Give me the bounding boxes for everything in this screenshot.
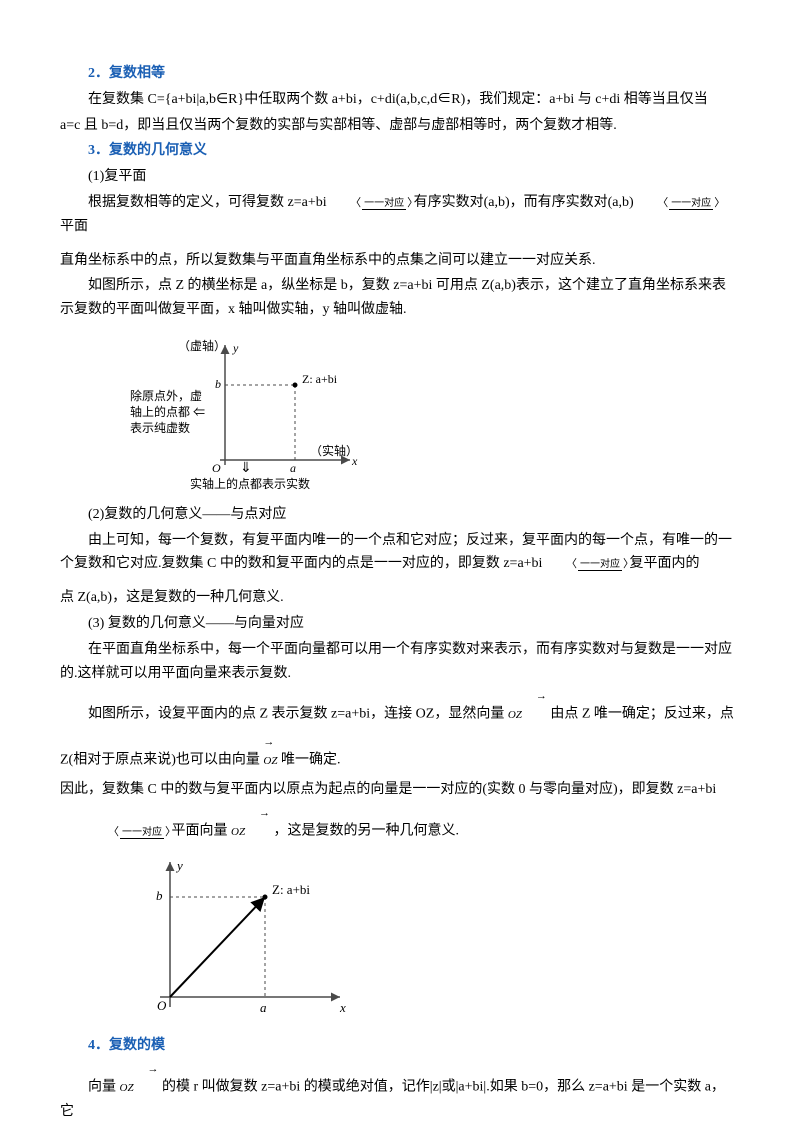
- arrow-text: 一一对应: [578, 559, 622, 571]
- svg-text:b: b: [156, 888, 163, 903]
- svg-text:（实轴）: （实轴）: [310, 443, 358, 458]
- section-3-para-8: (3) 复数的几何意义——与向量对应: [60, 612, 734, 636]
- svg-text:⇓: ⇓: [240, 461, 252, 476]
- vector-svg: y b Z: a+bi O a x: [140, 852, 360, 1022]
- svg-text:表示纯虚数: 表示纯虚数: [130, 420, 190, 435]
- section-2-para-2: a=c 且 b=d，即当且仅当两个复数的实部与实部相等、虚部与虚部相等时，两个复…: [60, 114, 734, 138]
- svg-text:实轴上的点都表示实数: 实轴上的点都表示实数: [190, 476, 310, 490]
- vector-oz: →OZ: [231, 804, 270, 841]
- arrow-text: 一一对应: [120, 827, 164, 839]
- arrow-correspondence: 一一对应: [637, 194, 717, 213]
- svg-text:a: a: [290, 461, 296, 475]
- svg-text:x: x: [351, 454, 358, 468]
- section-3-para-7: 点 Z(a,b)，这是复数的一种几何意义.: [60, 586, 734, 610]
- figure-complex-plane: （虚轴） y b Z: a+bi 除原点外，虚 轴上的点都 ⇐ 表示纯虚数 （实…: [120, 330, 734, 499]
- svg-text:O: O: [157, 998, 167, 1013]
- vector-label: OZ: [231, 826, 245, 838]
- text: 在复数集 C={a+bi|a,b∈R}中任取两个数 a+bi，c+di(a,b,…: [88, 92, 708, 107]
- text: 如图所示，设复平面内的点 Z 表示复数 z=a+bi，连接 OZ，显然向量: [88, 707, 504, 722]
- yaxis-label: （虚轴）: [178, 338, 226, 353]
- text: ，这是复数的另一种几何意义.: [274, 824, 460, 839]
- svg-text:Z: a+bi: Z: a+bi: [272, 882, 310, 897]
- arrow-correspondence: 一一对应: [88, 823, 168, 842]
- svg-text:y: y: [232, 341, 239, 355]
- section-3-title: 3．复数的几何意义: [60, 139, 734, 163]
- svg-text:轴上的点都 ⇐: 轴上的点都 ⇐: [130, 404, 205, 419]
- arrow-correspondence: 一一对应: [330, 194, 410, 213]
- section-4-para-1: 向量 →OZ 的模 r 叫做复数 z=a+bi 的模或绝对值，记作|z|或|a+…: [60, 1060, 734, 1123]
- section-3-para-10: 如图所示，设复平面内的点 Z 表示复数 z=a+bi，连接 OZ，显然向量 →O…: [60, 687, 734, 726]
- section-3-para-11: Z(相对于原点来说)也可以由向量 →OZ 唯一确定.: [60, 733, 734, 772]
- arrow-text: 一一对应: [669, 198, 713, 210]
- figure-vector: y b Z: a+bi O a x: [140, 852, 734, 1031]
- text: 根据复数相等的定义，可得复数 z=a+bi: [88, 195, 327, 210]
- section-3-para-12: 因此，复数集 C 中的数与复平面内以原点为起点的向量是一一对应的(实数 0 与零…: [60, 778, 734, 802]
- text: 复平面内的: [629, 556, 699, 571]
- section-3-para-1: (1)复平面: [60, 165, 734, 189]
- vector-oz: →OZ: [263, 733, 277, 770]
- text: 由点 Z 唯一确定；反过来，点: [550, 707, 734, 722]
- svg-text:O: O: [212, 461, 221, 475]
- svg-text:a: a: [260, 1000, 267, 1015]
- text: 因此，复数集 C 中的数与复平面内以原点为起点的向量是一一对应的(实数 0 与零…: [60, 782, 716, 797]
- section-3-para-4: 如图所示，点 Z 的横坐标是 a，纵坐标是 b，复数 z=a+bi 可用点 Z(…: [60, 274, 734, 322]
- section-3-para-3: 直角坐标系中的点，所以复数集与平面直角坐标系中的点集之间可以建立一一对应关系.: [60, 249, 734, 273]
- section-3-para-9: 在平面直角坐标系中，每一个平面向量都可以用一个有序实数对来表示，而有序实数对与复…: [60, 638, 734, 686]
- text: 有序实数对(a,b)，而有序实数对(a,b): [414, 195, 634, 210]
- svg-text:除原点外，虚: 除原点外，虚: [130, 388, 202, 403]
- vector-label: OZ: [120, 1082, 134, 1094]
- section-3-para-2: 根据复数相等的定义，可得复数 z=a+bi 一一对应 有序实数对(a,b)，而有…: [60, 191, 734, 239]
- svg-text:x: x: [339, 1000, 346, 1015]
- section-3-para-6: 由上可知，每一个复数，有复平面内唯一的一个点和它对应；反过来，复平面内的每一个点…: [60, 529, 734, 577]
- text: 平面: [60, 219, 88, 234]
- text: 平面向量: [172, 824, 228, 839]
- text: 的模 r 叫做复数 z=a+bi 的模或绝对值，记作|z|或|a+bi|.如果 …: [60, 1080, 725, 1119]
- arrow-text: 一一对应: [362, 198, 406, 210]
- svg-text:Z: a+bi: Z: a+bi: [302, 372, 338, 386]
- svg-text:y: y: [175, 858, 183, 873]
- section-2-title: 2．复数相等: [60, 62, 734, 86]
- complex-plane-svg: （虚轴） y b Z: a+bi 除原点外，虚 轴上的点都 ⇐ 表示纯虚数 （实…: [120, 330, 380, 490]
- vector-label: OZ: [508, 709, 522, 721]
- text: 唯一确定.: [281, 753, 341, 768]
- section-2-para-1: 在复数集 C={a+bi|a,b∈R}中任取两个数 a+bi，c+di(a,b,…: [60, 88, 734, 112]
- text: Z(相对于原点来说)也可以由向量: [60, 753, 260, 768]
- vector-oz: →OZ: [120, 1060, 159, 1097]
- vector-label: OZ: [263, 755, 277, 767]
- svg-text:b: b: [215, 377, 221, 391]
- section-3-para-5: (2)复数的几何意义——与点对应: [60, 503, 734, 527]
- section-4-title: 4．复数的模: [60, 1034, 734, 1058]
- vector-oz: →OZ: [508, 687, 547, 724]
- text: 向量: [88, 1080, 116, 1095]
- section-3-para-12b: 一一对应 平面向量 →OZ ，这是复数的另一种几何意义.: [60, 804, 734, 843]
- arrow-correspondence: 一一对应: [546, 555, 626, 574]
